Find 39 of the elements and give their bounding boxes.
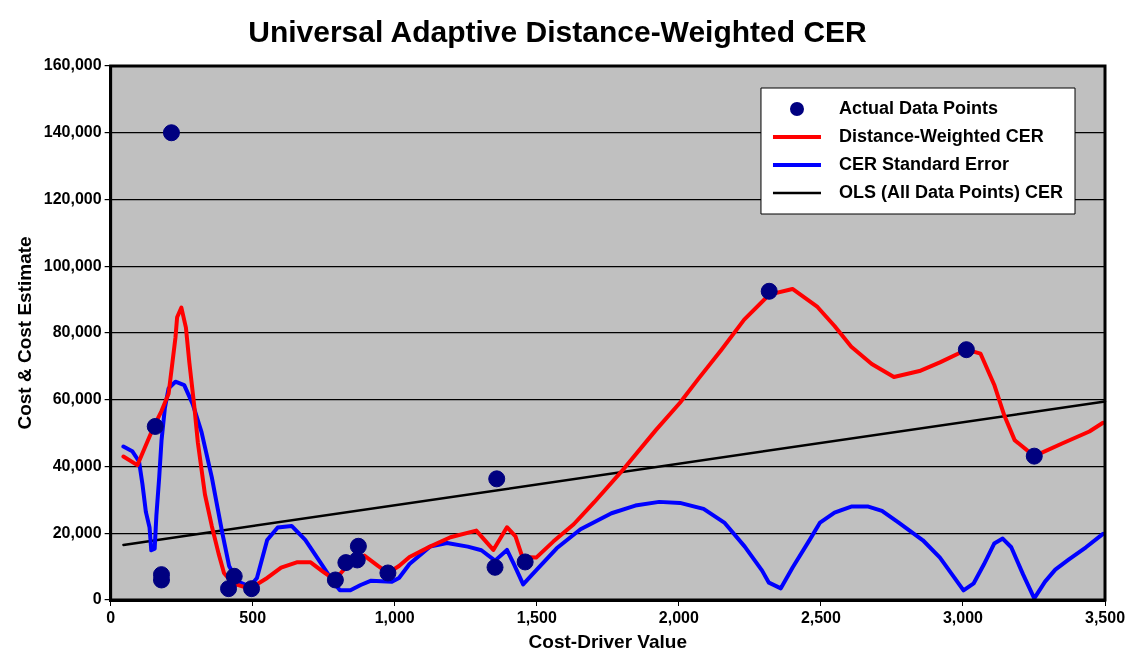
x-tick-label: 2,000 — [658, 609, 699, 627]
x-tick-label: 0 — [106, 609, 116, 627]
point — [379, 564, 397, 582]
point — [349, 537, 367, 555]
x-tick-label: 3,500 — [1084, 609, 1126, 627]
y-tick-label: 20,000 — [52, 523, 102, 541]
y-tick-label: 160,000 — [43, 56, 102, 74]
point — [1025, 447, 1043, 465]
point — [486, 558, 504, 576]
x-tick-label: 500 — [239, 609, 267, 627]
y-axis-title: Cost & Cost Estimate — [13, 236, 35, 430]
point — [488, 470, 506, 488]
legend-label: Distance-Weighted CER — [838, 125, 1044, 146]
legend-label: CER Standard Error — [838, 153, 1010, 174]
y-tick-label: 100,000 — [43, 256, 102, 274]
point — [348, 551, 366, 569]
x-tick-label: 1,500 — [516, 609, 557, 627]
legend-label: OLS (All Data Points) CER — [838, 181, 1063, 202]
point — [220, 580, 238, 598]
y-tick-label: 60,000 — [52, 390, 102, 408]
point — [516, 553, 534, 571]
x-tick-label: 1,000 — [374, 609, 415, 627]
point — [957, 341, 975, 359]
y-tick-label: 140,000 — [43, 123, 102, 141]
point — [760, 282, 778, 300]
y-tick-label: 80,000 — [52, 323, 102, 341]
chart-title: Universal Adaptive Distance-Weighted CER — [248, 15, 868, 49]
x-axis-title: Cost-Driver Value — [528, 630, 688, 652]
y-tick-label: 0 — [92, 590, 102, 608]
x-tick-label: 3,000 — [942, 609, 984, 627]
x-tick-label: 2,500 — [800, 609, 842, 627]
point — [225, 567, 243, 585]
legend-label: Actual Data Points — [838, 97, 999, 118]
y-tick-label: 40,000 — [52, 456, 102, 474]
point — [162, 124, 180, 142]
point — [146, 417, 164, 435]
y-tick-label: 120,000 — [43, 189, 102, 207]
point — [243, 580, 261, 598]
point — [326, 571, 344, 589]
